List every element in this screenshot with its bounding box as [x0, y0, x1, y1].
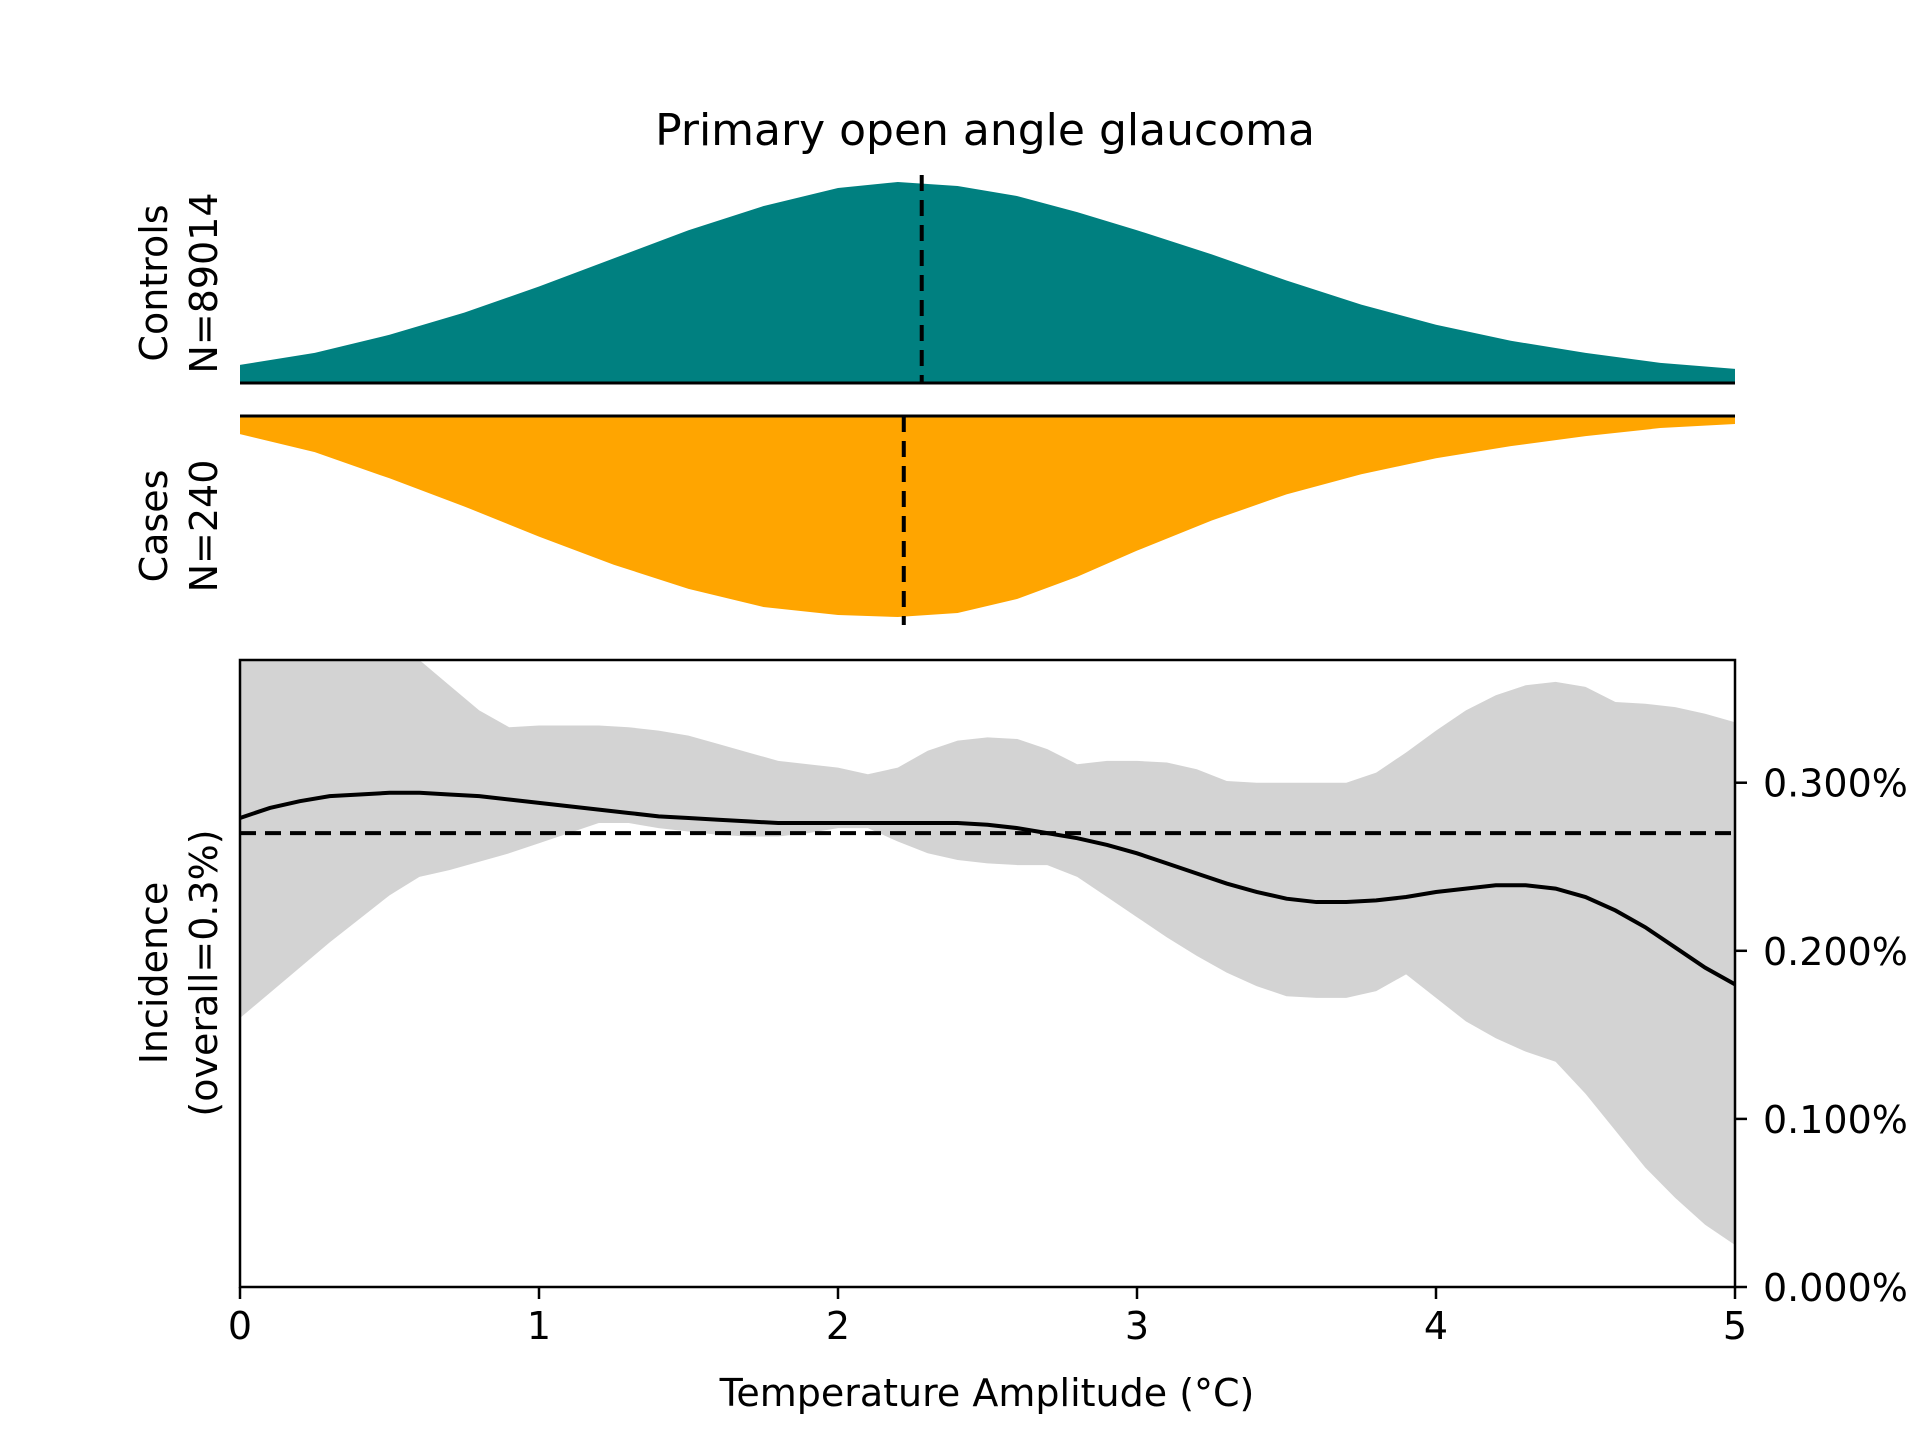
y-tick-label: 0.000% [1763, 1266, 1908, 1310]
cases-count-label: N=240 [182, 460, 226, 593]
incidence-line [239, 790, 1736, 987]
x-tick-label: 3 [1125, 1304, 1149, 1348]
x-tick-label: 4 [1424, 1304, 1448, 1348]
y-axis-label-overall: (overall=0.3%) [182, 829, 226, 1116]
controls-density-area [240, 182, 1735, 383]
controls-panel: Controls N=89014 [132, 175, 1735, 385]
x-tick-label: 5 [1723, 1304, 1747, 1348]
plot-frame [238, 658, 1737, 1289]
x-tick-label: 1 [527, 1304, 551, 1348]
confidence-band [240, 660, 1735, 1245]
cases-density-area [240, 416, 1735, 617]
y-axis: 0.000% 0.100% 0.200% 0.300% [1735, 762, 1908, 1310]
x-axis: 0 1 2 3 4 5 [228, 1287, 1747, 1348]
chart-title: Primary open angle glaucoma [655, 105, 1315, 156]
y-tick-label: 0.100% [1763, 1098, 1908, 1142]
controls-count-label: N=89014 [182, 192, 226, 373]
y-tick-label: 0.300% [1763, 762, 1908, 806]
x-axis-label: Temperature Amplitude (°C) [719, 1371, 1255, 1415]
incidence-panel: 0 1 2 3 4 5 0.000% 0.100% 0.200% 0.300% Temperat… [132, 658, 1908, 1415]
y-tick-label: 0.200% [1763, 930, 1908, 974]
y-axis-label: Incidence [132, 882, 176, 1065]
x-tick-label: 2 [826, 1304, 850, 1348]
x-tick-label: 0 [228, 1304, 252, 1348]
controls-label: Controls [132, 204, 176, 361]
cases-label: Cases [132, 470, 176, 583]
cases-panel: Cases N=240 [132, 414, 1735, 625]
